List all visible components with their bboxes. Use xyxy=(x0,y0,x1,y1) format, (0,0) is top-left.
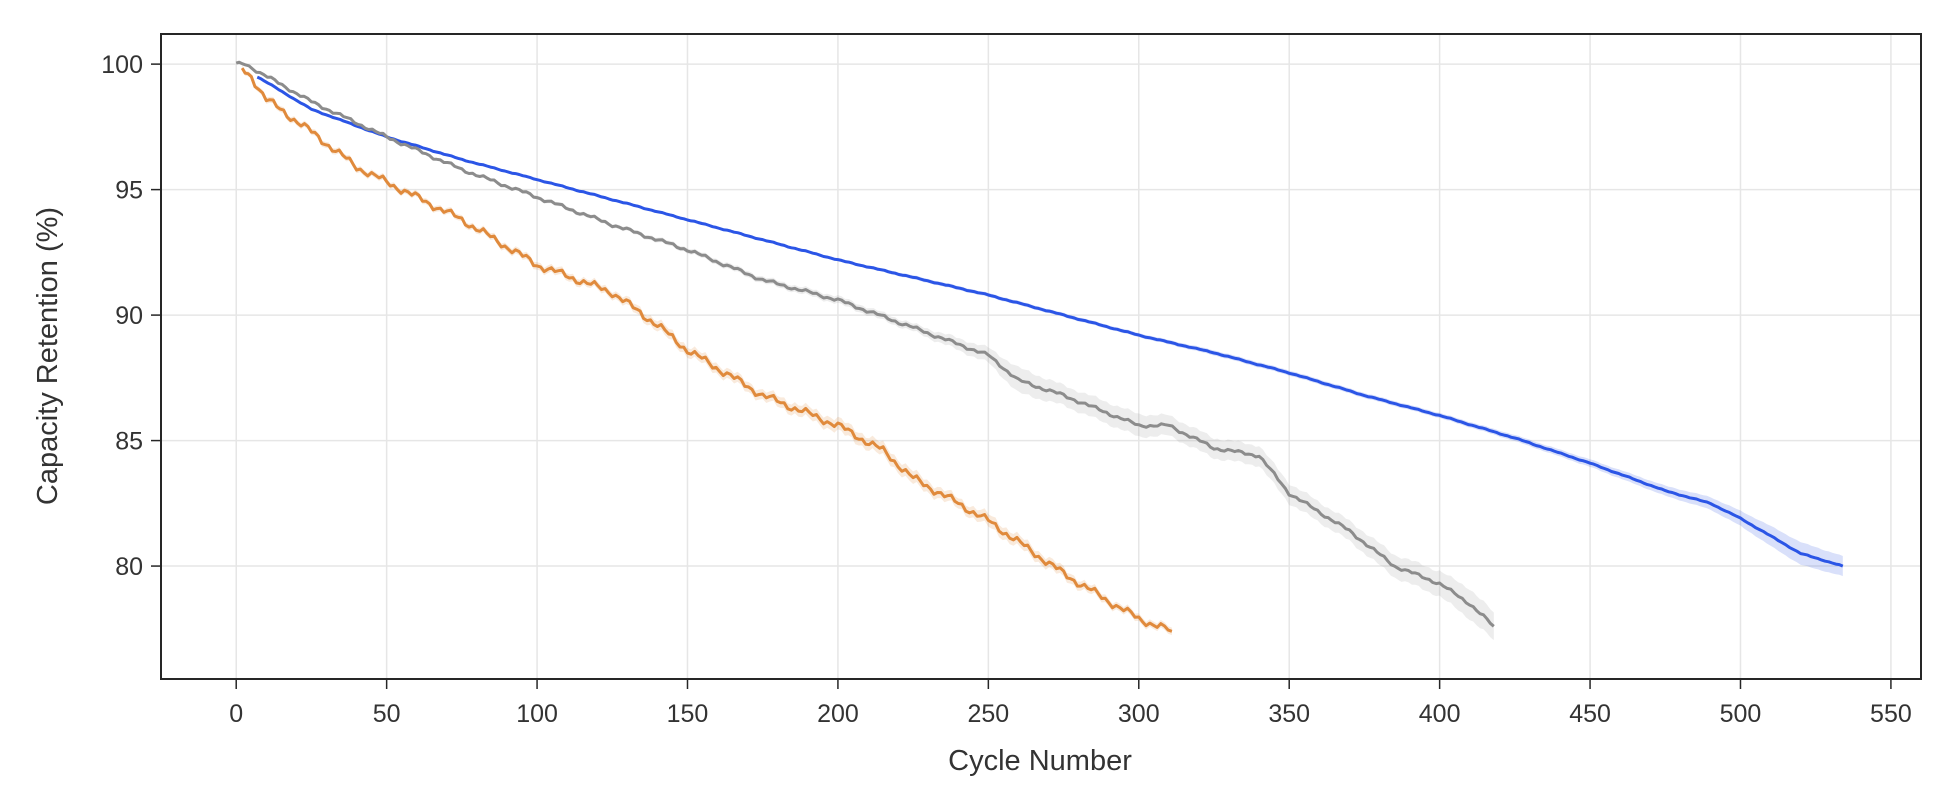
x-tick-label: 350 xyxy=(1268,700,1310,728)
grid-lines xyxy=(161,34,1921,679)
y-tick-label: 90 xyxy=(115,302,143,330)
y-tick-label: 100 xyxy=(101,51,143,79)
x-tick-label: 50 xyxy=(373,700,401,728)
y-tick-label: 85 xyxy=(115,428,143,456)
x-axis-ticks: 0 50 100 150 200 250 300 350 400 450 500 550 xyxy=(229,679,1912,728)
x-tick-label: 450 xyxy=(1569,700,1611,728)
y-axis-label: Capacity Retention (%) xyxy=(32,207,64,505)
gray-series-line xyxy=(235,60,1495,628)
plot-background xyxy=(161,34,1921,679)
x-tick-label: 200 xyxy=(817,700,859,728)
y-axis-ticks: 80 85 90 95 100 xyxy=(101,51,161,581)
x-tick-label: 500 xyxy=(1720,700,1762,728)
x-axis-label: Cycle Number xyxy=(948,745,1132,777)
x-tick-label: 0 xyxy=(229,700,243,728)
x-tick-label: 150 xyxy=(667,700,709,728)
series-lines xyxy=(235,60,1844,633)
x-tick-label: 400 xyxy=(1419,700,1461,728)
blue-series-line xyxy=(256,75,1844,568)
x-tick-label: 300 xyxy=(1118,700,1160,728)
y-tick-label: 95 xyxy=(115,177,143,205)
x-tick-label: 550 xyxy=(1870,700,1912,728)
x-tick-label: 250 xyxy=(967,700,1009,728)
plot-frame xyxy=(160,33,1922,680)
y-tick-label: 80 xyxy=(115,553,143,581)
orange-series-line xyxy=(240,67,1173,633)
x-tick-label: 100 xyxy=(516,700,558,728)
